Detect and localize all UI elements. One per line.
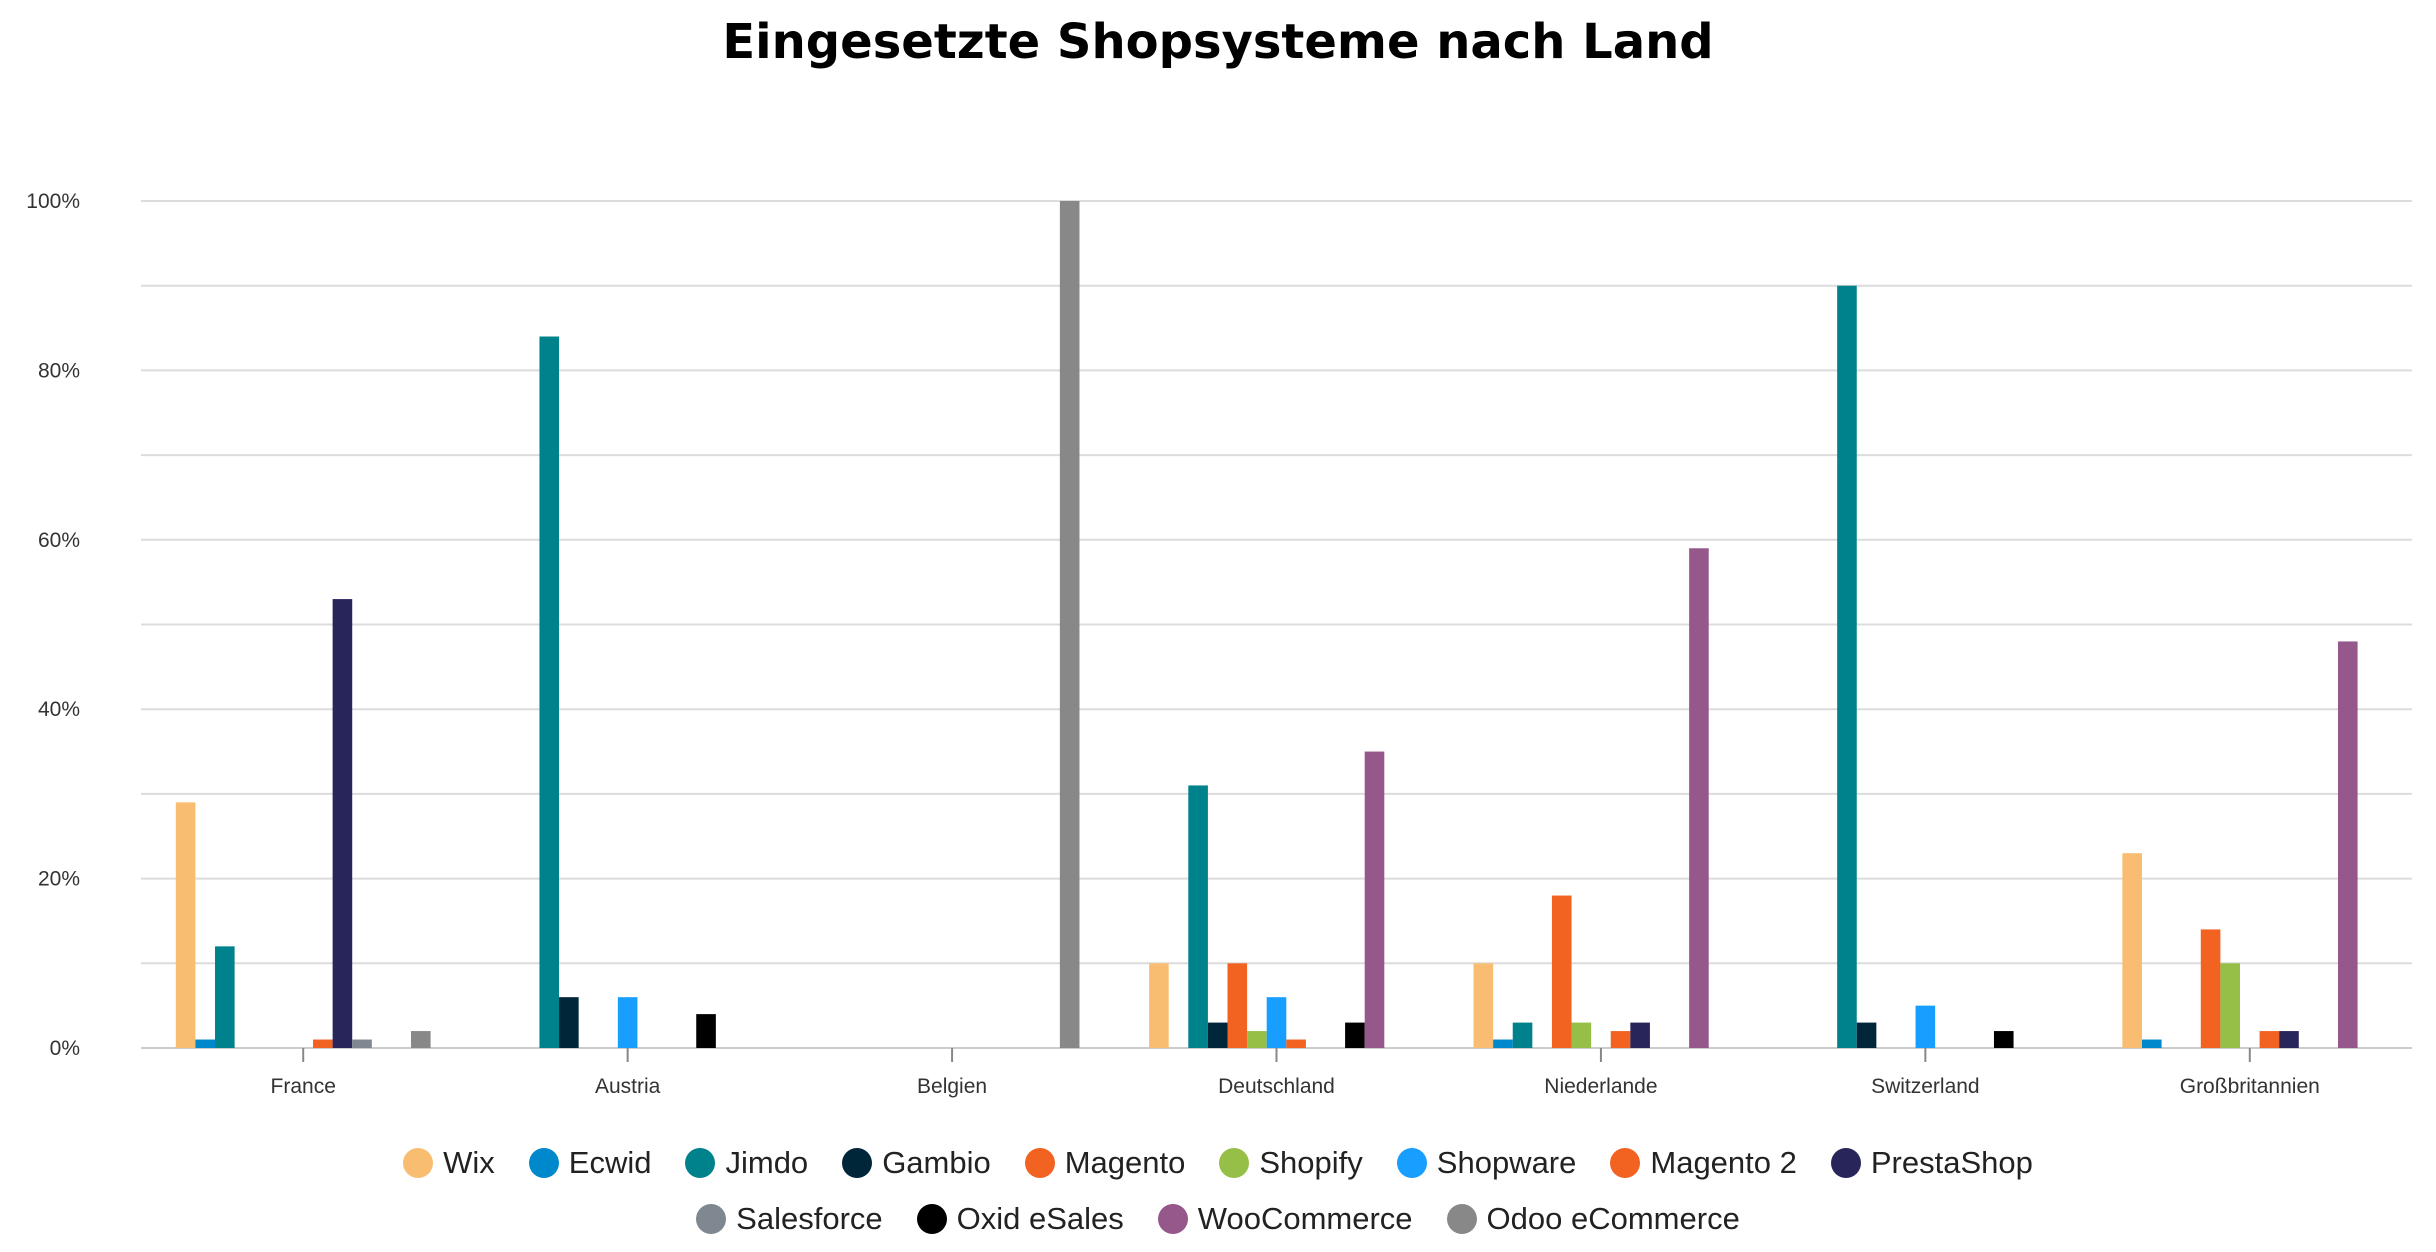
bar-ecwid-niederlande	[1493, 1039, 1513, 1048]
legend-item[interactable]: Ecwid	[528, 1145, 652, 1181]
bar-wix-deutschland	[1149, 963, 1169, 1048]
y-tick-label: 100%	[26, 190, 80, 213]
legend-swatch-icon	[1219, 1148, 1250, 1178]
legend-item[interactable]: Oxid eSales	[916, 1201, 1124, 1237]
x-tick-label: Switzerland	[1871, 1075, 1980, 1098]
bar-woocommerce-niederlande	[1689, 548, 1709, 1048]
legend: Wix Ecwid Jimdo Gambio Magento Shopify Shopwar…	[0, 1145, 2436, 1237]
legend-row: Salesforce Oxid eSales WooCommerce Odoo eCo…	[0, 1201, 2436, 1237]
legend-swatch-icon	[1157, 1204, 1188, 1234]
x-tick-label: Großbritannien	[2180, 1075, 2320, 1098]
legend-label: Ecwid	[568, 1145, 652, 1180]
legend-item[interactable]: Odoo eCommerce	[1446, 1201, 1740, 1237]
x-tick-label: Austria	[595, 1075, 661, 1098]
bar-jimdo-switzerland	[1837, 285, 1857, 1048]
bar-oxid-esales-deutschland	[1345, 1022, 1365, 1048]
legend-swatch-icon	[403, 1148, 434, 1178]
y-tick-label: 40%	[38, 698, 80, 721]
bar-salesforce-france	[352, 1039, 372, 1048]
y-tick-label: 60%	[38, 529, 80, 552]
legend-item[interactable]: Jimdo	[685, 1145, 808, 1181]
bar-prestashop-niederlande	[1630, 1022, 1650, 1048]
legend-label: Oxid eSales	[956, 1201, 1124, 1236]
bar-oxid-esales-austria	[696, 1014, 716, 1048]
legend-label: Wix	[443, 1145, 495, 1180]
legend-swatch-icon	[1446, 1204, 1477, 1234]
bar-shopify-großbritannien	[2220, 963, 2240, 1048]
legend-label: Shopware	[1436, 1145, 1577, 1180]
bar-wix-niederlande	[1473, 963, 1494, 1048]
bar-magento-großbritannien	[2200, 929, 2221, 1048]
bar-woocommerce-großbritannien	[2337, 641, 2358, 1048]
legend-swatch-icon	[1024, 1148, 1055, 1178]
bar-jimdo-france	[215, 946, 235, 1048]
bar-shopware-deutschland	[1266, 997, 1287, 1048]
legend-swatch-icon	[685, 1148, 716, 1178]
legend-label: PrestaShop	[1870, 1145, 2033, 1180]
bar-odoo-ecommerce-belgien	[1059, 201, 1080, 1048]
legend-swatch-icon	[1610, 1148, 1641, 1178]
legend-item[interactable]: WooCommerce	[1157, 1201, 1413, 1237]
bar-gambio-austria	[559, 997, 579, 1048]
bar-jimdo-austria	[539, 336, 560, 1048]
y-tick-label: 0%	[50, 1037, 80, 1060]
legend-label: Magento	[1064, 1145, 1186, 1180]
bar-magento-2-großbritannien	[2259, 1031, 2280, 1048]
legend-swatch-icon	[1830, 1148, 1861, 1178]
bar-gambio-deutschland	[1207, 1022, 1228, 1048]
bar-wix-großbritannien	[2122, 853, 2142, 1048]
x-tick-label: Niederlande	[1544, 1075, 1657, 1098]
legend-item[interactable]: Wix	[403, 1145, 495, 1181]
bar-shopware-austria	[617, 997, 638, 1048]
bar-jimdo-deutschland	[1188, 785, 1208, 1048]
legend-item[interactable]: Salesforce	[696, 1201, 883, 1237]
legend-label: Shopify	[1259, 1145, 1363, 1180]
bar-gambio-switzerland	[1856, 1022, 1877, 1048]
bar-chart: 0% 20% 40% 60% 80% 100% France Austria Belgien De…	[26, 190, 2412, 1098]
legend-swatch-icon	[916, 1204, 947, 1234]
legend-swatch-icon	[696, 1204, 727, 1234]
bar-magento-2-france	[313, 1039, 333, 1048]
bar-woocommerce-deutschland	[1364, 751, 1385, 1048]
legend-label: WooCommerce	[1197, 1201, 1413, 1236]
bar-magento-2-deutschland	[1286, 1039, 1306, 1048]
legend-item[interactable]: Magento	[1024, 1145, 1186, 1181]
legend-label: Jimdo	[725, 1145, 809, 1180]
bar-shopify-niederlande	[1571, 1022, 1592, 1048]
legend-item[interactable]: Magento 2	[1610, 1145, 1797, 1181]
bar-odoo-ecommerce-france	[411, 1031, 431, 1048]
y-tick-label: 80%	[38, 359, 80, 382]
x-tick-label: Belgien	[917, 1075, 987, 1098]
bar-prestashop-großbritannien	[2279, 1031, 2299, 1048]
bar-ecwid-france	[195, 1039, 216, 1048]
bar-prestashop-france	[332, 599, 353, 1048]
bar-jimdo-niederlande	[1512, 1022, 1533, 1048]
legend-label: Odoo eCommerce	[1486, 1201, 1740, 1236]
legend-label: Salesforce	[736, 1201, 883, 1236]
bar-oxid-esales-switzerland	[1993, 1031, 2014, 1048]
legend-item[interactable]: Gambio	[842, 1145, 991, 1181]
y-tick-label: 20%	[38, 868, 80, 891]
legend-item[interactable]: Shopware	[1396, 1145, 1577, 1181]
bar-wix-france	[175, 802, 196, 1048]
bar-magento-niederlande	[1551, 895, 1572, 1048]
bar-shopware-switzerland	[1915, 1005, 1936, 1048]
chart-title: Eingesetzte Shopsysteme nach Land	[722, 14, 1714, 70]
legend-row: Wix Ecwid Jimdo Gambio Magento Shopify Shopwar…	[0, 1145, 2436, 1181]
bar-ecwid-großbritannien	[2141, 1039, 2162, 1048]
legend-item[interactable]: Shopify	[1219, 1145, 1363, 1181]
bar-shopify-deutschland	[1247, 1031, 1267, 1048]
legend-swatch-icon	[842, 1148, 873, 1178]
bar-magento-2-niederlande	[1610, 1031, 1631, 1048]
legend-item[interactable]: PrestaShop	[1830, 1145, 2033, 1181]
legend-swatch-icon	[1396, 1148, 1427, 1178]
legend-swatch-icon	[528, 1148, 559, 1178]
legend-label: Magento 2	[1650, 1145, 1797, 1180]
legend-label: Gambio	[882, 1145, 991, 1180]
x-tick-label: France	[271, 1075, 336, 1098]
bar-magento-deutschland	[1227, 963, 1248, 1048]
x-tick-label: Deutschland	[1218, 1075, 1335, 1098]
